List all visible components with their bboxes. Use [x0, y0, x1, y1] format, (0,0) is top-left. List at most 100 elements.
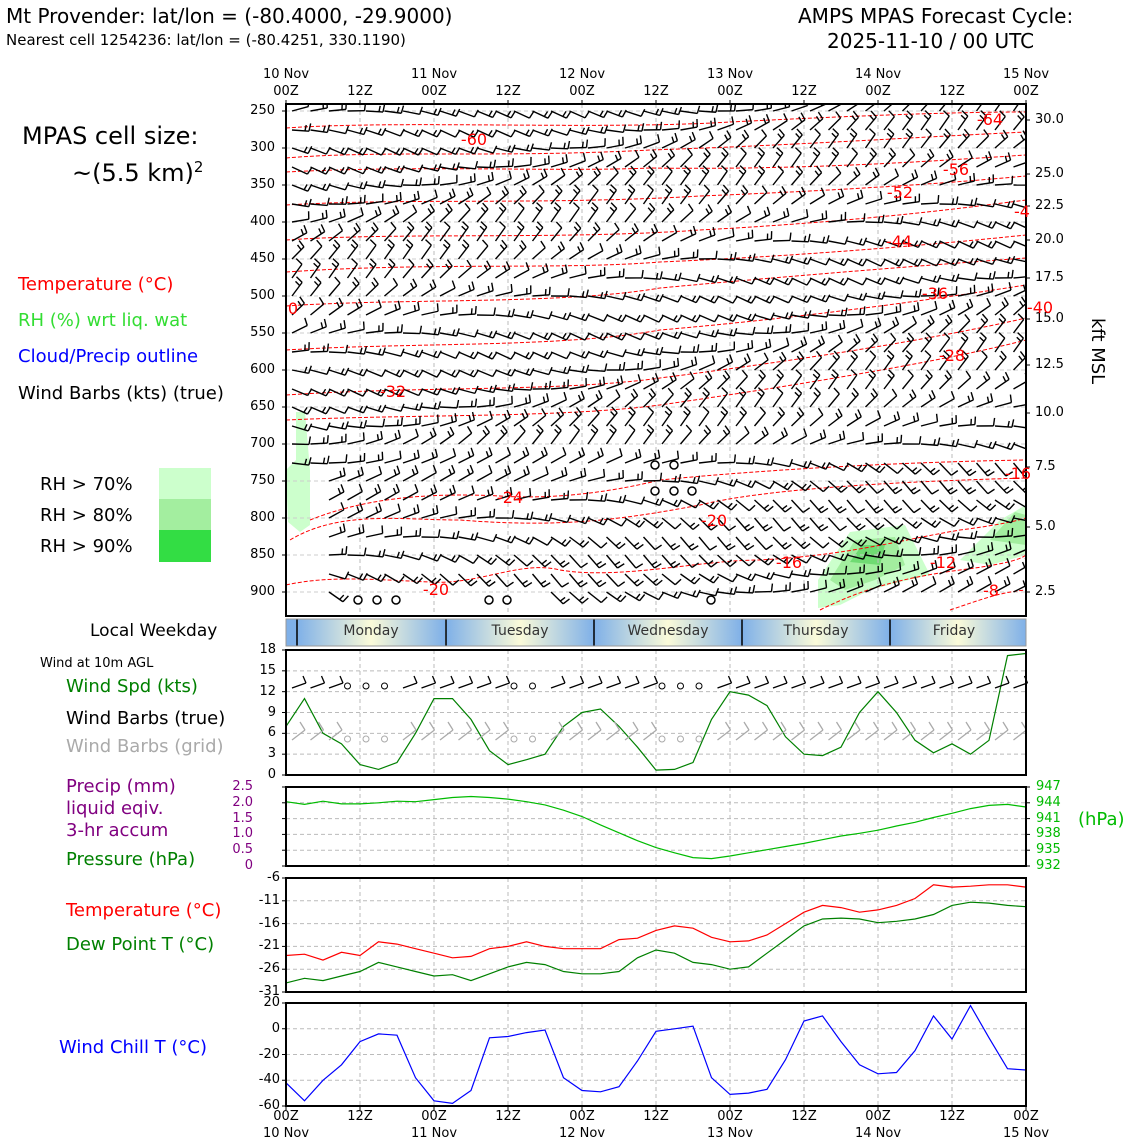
wind-barb-flag [431, 488, 433, 494]
wind-barb-flag [369, 263, 373, 267]
wind-barb-flag [640, 594, 645, 600]
wind-barb-flag [860, 309, 861, 315]
calm-wind-marker [530, 736, 536, 742]
wind-barb-flag [684, 170, 688, 174]
wind-barb-flag [521, 241, 526, 247]
wind-barb-flag [557, 185, 562, 191]
wind-barb-flag [692, 315, 695, 320]
wind-barb-flag [704, 388, 710, 394]
wind-barb-flag [437, 505, 438, 513]
wind-barb-flag [1006, 676, 1009, 683]
wind-barb-flag [739, 170, 743, 174]
wind-barb-flag [1030, 177, 1031, 185]
wind-barb-flag [840, 323, 841, 329]
wind-barb [810, 315, 827, 317]
wind-barb-flag [586, 365, 588, 373]
wind-barb [403, 512, 419, 518]
wind-barb-flag [381, 431, 382, 439]
wind-speed-tick: 12 [259, 685, 276, 698]
wind-barb [644, 430, 654, 444]
wind-barb-flag [733, 575, 738, 582]
wind-barb-flag [619, 544, 625, 549]
kft-tick-label: 30.0 [1035, 113, 1064, 126]
wind-barb-flag [549, 287, 550, 295]
wind-barb-flag [675, 274, 677, 280]
wind-barb [736, 433, 749, 444]
wind-barb [829, 173, 841, 185]
wind-barb-flag [856, 486, 861, 490]
wind-barb-flag [677, 315, 681, 322]
wind-barb-flag [780, 191, 783, 196]
wind-barb-flag [852, 148, 858, 154]
wind-barb-flag [841, 95, 844, 103]
temperature-tick: -21 [259, 939, 280, 952]
wind-barb [1014, 304, 1027, 315]
wind-barb-flag [1012, 270, 1013, 278]
wind-barb-flag [912, 390, 916, 397]
wind-barb [736, 518, 747, 531]
wind-barb-flag [469, 285, 471, 291]
wind-barb [385, 459, 401, 463]
wind-barb [921, 481, 932, 494]
wind-barb-flag [895, 509, 902, 513]
wind-barb [570, 683, 584, 688]
wind-barb-flag [435, 449, 437, 457]
wind-barb-flag [952, 534, 954, 540]
wind-barb [921, 135, 931, 148]
wind-barb-flag [858, 676, 861, 683]
wind-barb [292, 167, 307, 174]
wind-barb-flag [787, 208, 789, 216]
pressure-tick-label: 400 [250, 215, 275, 228]
wind-barb [662, 141, 677, 148]
wind-barb-flag [970, 258, 973, 263]
wind-barb-flag [819, 408, 823, 415]
wind-barb [921, 537, 937, 541]
wind-barb-flag [762, 130, 767, 136]
wind-barb-flag [790, 324, 791, 332]
wind-barb [921, 339, 932, 352]
wind-barb [847, 117, 858, 130]
wind-barb-flag [851, 129, 857, 135]
wind-barb-flag [634, 543, 639, 547]
wind-barb [681, 460, 698, 463]
wind-barb-flag [1001, 134, 1004, 139]
forecast-cycle-title: AMPS MPAS Forecast Cycle: [798, 6, 1073, 26]
grid-wind-barb [940, 730, 953, 740]
wind-barb [847, 500, 858, 513]
wind-barb-flag [370, 259, 376, 265]
wind-barb-flag [468, 451, 470, 457]
wind-barb-flag [383, 348, 386, 356]
wind-barb-flag [929, 394, 932, 399]
wind-barb [681, 574, 695, 584]
wind-barb-flag [672, 137, 674, 143]
wind-barb-flag [399, 576, 404, 582]
grid-wind-barb [921, 730, 934, 740]
wind-barb-flag [529, 394, 530, 402]
wind-barb-flag [967, 580, 969, 586]
wind-barb [329, 531, 345, 537]
wind-barb-flag [691, 577, 695, 581]
wind-barb-flag [452, 110, 455, 115]
wind-barb [366, 439, 382, 444]
wind-barb [570, 555, 581, 568]
wind-barb-flag [858, 193, 859, 199]
wind-barb-flag [520, 245, 524, 250]
wind-barb [792, 375, 802, 389]
wind-barb [403, 492, 418, 500]
wind-barb [403, 286, 417, 296]
wind-barb [385, 574, 400, 583]
wind-barb [755, 153, 765, 167]
wind-barb-flag [1029, 443, 1033, 450]
wind-barb-flag [913, 522, 917, 526]
wind-barb [773, 435, 787, 444]
wind-barb-flag [493, 146, 496, 153]
wind-barb [977, 683, 991, 688]
wind-barb-flag [389, 259, 395, 265]
wind-barb-flag [564, 367, 566, 373]
wind-barb-flag [782, 432, 784, 437]
wind-barb-flag [734, 587, 736, 595]
wind-barb [792, 241, 809, 242]
wind-barb [477, 555, 491, 564]
wind-barb-flag [582, 142, 583, 148]
wind-barb-flag [379, 466, 381, 474]
